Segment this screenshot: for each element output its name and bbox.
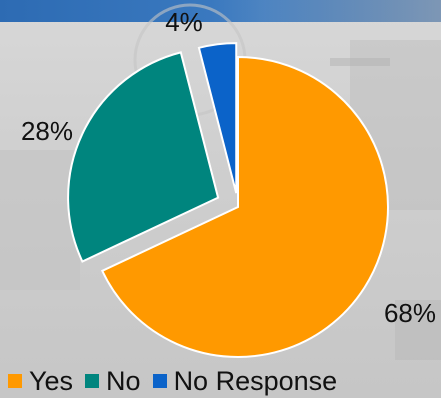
legend-item-yes: Yes	[8, 366, 73, 397]
legend-swatch-no	[85, 374, 100, 388]
legend-label-no-response: No Response	[173, 365, 338, 396]
legend-label-yes: Yes	[29, 365, 74, 396]
pie-slice-yes	[100, 55, 389, 358]
legend-item-no: No	[85, 366, 141, 397]
data-label-no-response: 4%	[165, 7, 203, 37]
pie-slice-no	[67, 51, 220, 263]
legend: Yes No No Response	[8, 364, 337, 398]
legend-swatch-yes	[8, 374, 22, 388]
legend-swatch-no-response	[152, 374, 167, 388]
data-label-no: 28%	[21, 116, 73, 146]
header-bar	[0, 0, 441, 22]
pie-chart: 68% 28% 4%	[21, 7, 436, 358]
pie-slice-no-response	[197, 42, 238, 194]
legend-label-no: No	[106, 365, 141, 396]
legend-item-no-response: No Response	[152, 365, 338, 397]
data-label-yes: 68%	[384, 298, 436, 328]
